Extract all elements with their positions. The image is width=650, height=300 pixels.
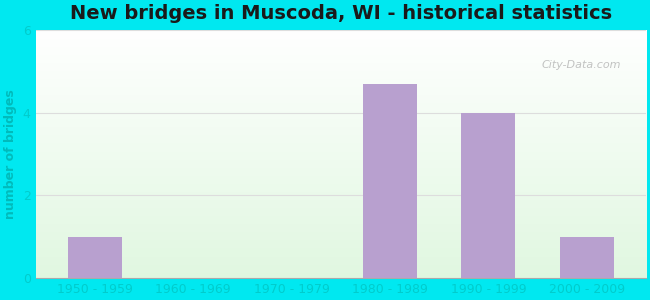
Bar xyxy=(462,113,515,278)
Bar xyxy=(363,84,417,278)
Bar xyxy=(560,237,614,278)
Y-axis label: number of bridges: number of bridges xyxy=(4,89,17,219)
Text: City-Data.com: City-Data.com xyxy=(542,60,621,70)
Bar xyxy=(68,237,122,278)
Title: New bridges in Muscoda, WI - historical statistics: New bridges in Muscoda, WI - historical … xyxy=(70,4,612,23)
